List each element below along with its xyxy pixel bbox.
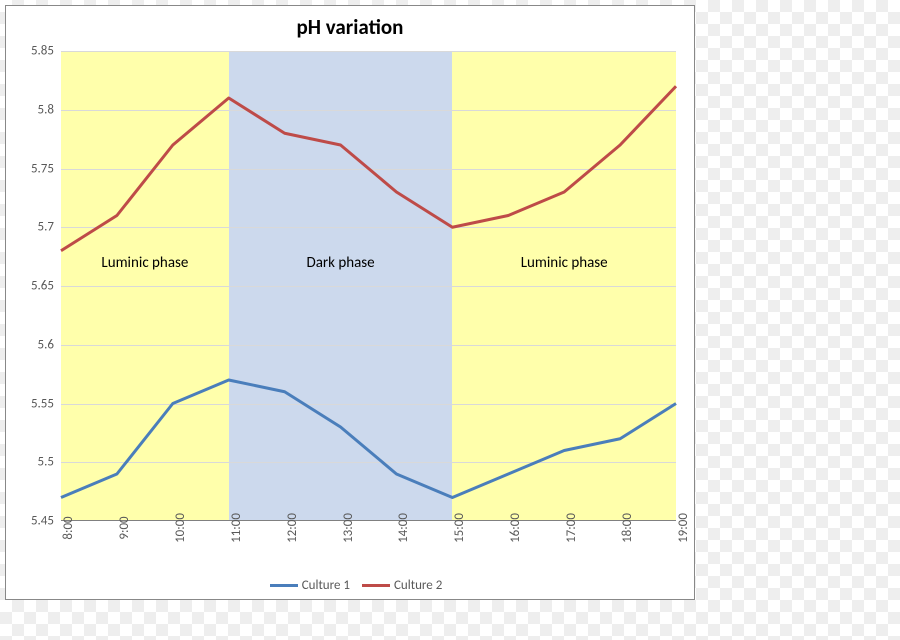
y-tick-label: 5.8 [38,102,54,117]
x-tick-label: 11:00 [229,513,244,543]
x-tick-label: 8:00 [61,516,76,539]
x-tick-label: 13:00 [341,513,356,543]
x-tick-label: 12:00 [285,513,300,543]
line-series [61,51,676,521]
y-tick-label: 5.75 [31,161,54,176]
x-tick-label: 15:00 [452,513,467,543]
y-tick-label: 5.7 [38,220,54,235]
x-tick-label: 9:00 [117,516,132,539]
series-line-culture-2 [61,86,676,251]
y-tick-label: 5.45 [31,514,54,529]
y-tick-label: 5.55 [31,396,54,411]
legend-key-line [362,584,390,587]
x-tick-label: 16:00 [508,513,523,543]
x-tick-label: 14:00 [396,513,411,543]
legend-label: Culture 2 [394,578,442,593]
chart-title: pH variation [6,14,694,40]
plot-area: Luminic phaseDark phaseLuminic phase 5.4… [61,51,676,521]
ph-variation-chart: pH variation Luminic phase Dark phase Lumi… [5,5,695,600]
phase-label: Luminic phase [521,254,608,272]
legend: Culture 1 Culture 2 [6,578,694,593]
y-tick-label: 5.5 [38,455,54,470]
legend-label: Culture 1 [302,578,350,593]
x-tick-label: 18:00 [620,513,635,543]
y-tick-label: 5.6 [38,337,54,352]
y-tick-label: 5.85 [31,44,54,59]
y-tick-label: 5.65 [31,279,54,294]
series-line-culture-1 [61,380,676,498]
x-tick-label: 10:00 [173,513,188,543]
legend-key-line [270,584,298,587]
x-tick-label: 17:00 [564,513,579,543]
phase-label: Dark phase [306,254,374,272]
x-tick-label: 19:00 [676,513,691,543]
phase-label: Luminic phase [101,254,188,272]
